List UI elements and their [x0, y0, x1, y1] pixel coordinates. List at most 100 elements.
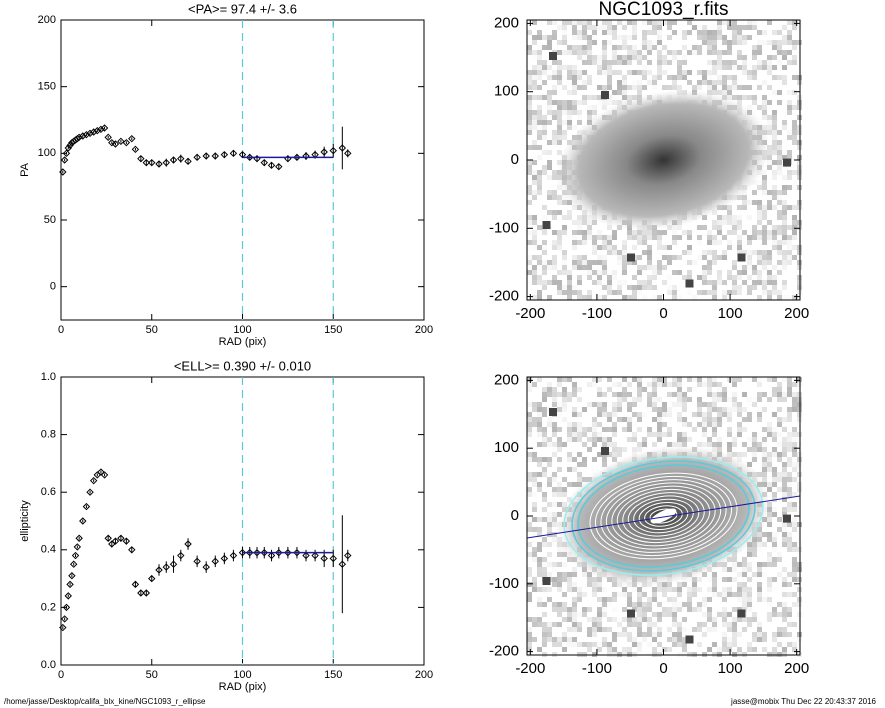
noise-pixel: [757, 215, 762, 220]
noise-pixel: [737, 647, 742, 652]
data-point: [193, 153, 201, 162]
noise-pixel: [532, 492, 537, 497]
noise-pixel: [782, 185, 787, 190]
x-axis-label: RAD (pix): [219, 336, 267, 348]
noise-pixel: [677, 85, 682, 90]
noise-pixel: [742, 40, 747, 45]
noise-pixel: [757, 597, 762, 602]
noise-pixel: [717, 220, 722, 225]
noise-pixel: [677, 437, 682, 442]
noise-pixel: [707, 240, 712, 245]
noise-pixel: [562, 130, 567, 135]
noise-pixel: [547, 65, 552, 70]
noise-pixel: [727, 412, 732, 417]
noise-pixel: [777, 210, 782, 215]
noise-pixel: [527, 280, 532, 285]
noise-pixel: [787, 532, 792, 537]
noise-pixel: [562, 607, 567, 612]
noise-pixel: [612, 617, 617, 622]
noise-pixel: [577, 612, 582, 617]
noise-pixel: [747, 617, 752, 622]
chart-title: <ELL>= 0.390 +/- 0.010: [174, 358, 311, 373]
noise-pixel: [697, 577, 702, 582]
noise-pixel: [562, 50, 567, 55]
noise-pixel: [637, 597, 642, 602]
noise-pixel: [772, 447, 777, 452]
noise-pixel: [532, 577, 537, 582]
noise-pixel: [787, 155, 792, 160]
noise-pixel: [672, 230, 677, 235]
noise-pixel: [732, 280, 737, 285]
noise-pixel: [542, 35, 547, 40]
noise-pixel: [722, 577, 727, 582]
noise-pixel: [562, 125, 567, 130]
noise-pixel: [647, 432, 652, 437]
noise-pixel: [747, 35, 752, 40]
noise-pixel: [727, 85, 732, 90]
noise-pixel: [617, 377, 622, 382]
noise-pixel: [622, 230, 627, 235]
x-tick-label: 50: [146, 669, 158, 681]
noise-pixel: [637, 290, 642, 295]
noise-pixel: [547, 265, 552, 270]
noise-pixel: [787, 507, 792, 512]
noise-pixel: [552, 562, 557, 567]
noise-pixel: [537, 60, 542, 65]
noise-pixel: [567, 627, 572, 632]
noise-pixel: [612, 382, 617, 387]
noise-pixel: [537, 527, 542, 532]
noise-pixel: [587, 25, 592, 30]
noise-pixel: [572, 597, 577, 602]
noise-pixel: [577, 275, 582, 280]
noise-pixel: [777, 145, 782, 150]
noise-pixel: [592, 627, 597, 632]
noise-pixel: [772, 607, 777, 612]
noise-pixel: [552, 90, 557, 95]
noise-pixel: [647, 245, 652, 250]
noise-pixel: [537, 115, 542, 120]
noise-pixel: [787, 40, 792, 45]
noise-pixel: [547, 482, 552, 487]
noise-pixel: [622, 55, 627, 60]
noise-pixel: [767, 65, 772, 70]
noise-pixel: [752, 100, 757, 105]
noise-pixel: [692, 412, 697, 417]
noise-pixel: [657, 295, 662, 300]
noise-pixel: [612, 45, 617, 50]
noise-pixel: [752, 452, 757, 457]
noise-pixel: [597, 432, 602, 437]
noise-pixel: [642, 235, 647, 240]
noise-pixel: [792, 447, 797, 452]
noise-pixel: [547, 472, 552, 477]
noise-pixel: [787, 417, 792, 422]
noise-pixel: [577, 597, 582, 602]
noise-pixel: [532, 527, 537, 532]
star: [627, 609, 635, 618]
noise-pixel: [622, 592, 627, 597]
noise-pixel: [527, 30, 532, 35]
x-axis-label: RAD (pix): [219, 681, 267, 693]
noise-pixel: [762, 407, 767, 412]
data-point: [59, 623, 67, 632]
noise-pixel: [792, 45, 797, 50]
noise-pixel: [572, 125, 577, 130]
noise-pixel: [537, 457, 542, 462]
noise-pixel: [602, 412, 607, 417]
noise-pixel: [552, 522, 557, 527]
noise-pixel: [687, 437, 692, 442]
x-tick-label: 200: [784, 305, 809, 322]
noise-pixel: [612, 447, 617, 452]
noise-pixel: [787, 522, 792, 527]
noise-pixel: [732, 607, 737, 612]
noise-pixel: [697, 50, 702, 55]
noise-pixel: [702, 270, 707, 275]
noise-pixel: [552, 265, 557, 270]
noise-pixel: [772, 245, 777, 250]
noise-pixel: [552, 642, 557, 647]
noise-pixel: [787, 235, 792, 240]
noise-pixel: [727, 407, 732, 412]
noise-pixel: [557, 487, 562, 492]
noise-pixel: [572, 85, 577, 90]
noise-pixel: [737, 582, 742, 587]
noise-pixel: [762, 447, 767, 452]
